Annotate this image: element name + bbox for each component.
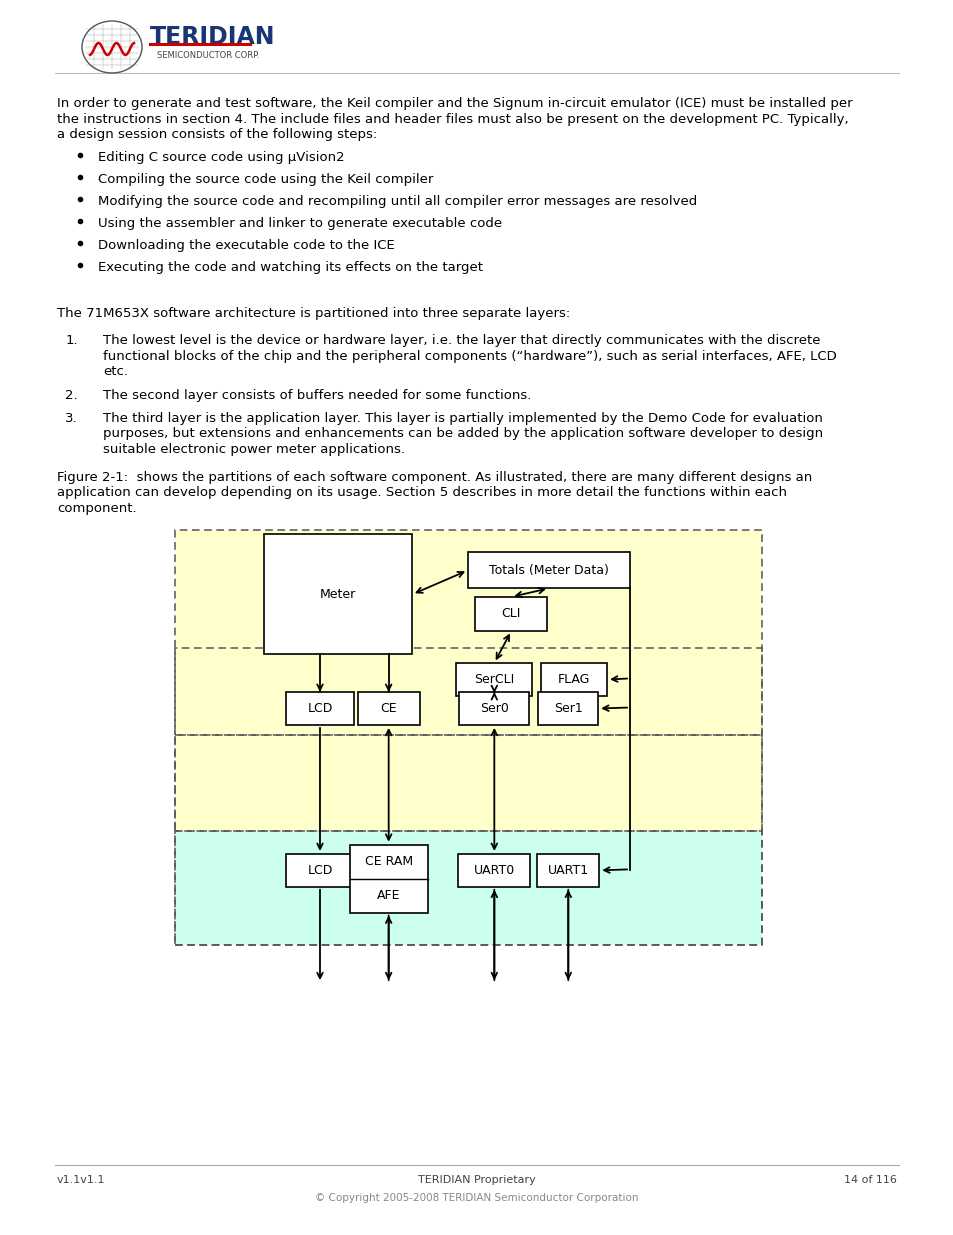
Text: CLI: CLI — [501, 608, 520, 620]
Text: LCD: LCD — [307, 701, 333, 715]
Text: 2.: 2. — [66, 389, 78, 401]
Bar — [174, 831, 761, 945]
Text: The lowest level is the device or hardware layer, i.e. the layer that directly c: The lowest level is the device or hardwa… — [103, 335, 820, 347]
Text: 3.: 3. — [66, 412, 78, 425]
Text: suitable electronic power meter applications.: suitable electronic power meter applicat… — [103, 443, 405, 456]
Text: Meter: Meter — [319, 588, 355, 601]
FancyBboxPatch shape — [286, 692, 354, 725]
Text: UART0: UART0 — [474, 863, 515, 877]
FancyBboxPatch shape — [467, 552, 629, 588]
Text: v1.1v1.1: v1.1v1.1 — [57, 1174, 106, 1186]
Text: 14 of 116: 14 of 116 — [843, 1174, 896, 1186]
Text: etc.: etc. — [103, 366, 128, 378]
Bar — [174, 530, 761, 945]
Text: Executing the code and watching its effects on the target: Executing the code and watching its effe… — [98, 262, 482, 274]
FancyBboxPatch shape — [537, 853, 598, 887]
FancyBboxPatch shape — [457, 853, 530, 887]
FancyBboxPatch shape — [537, 692, 598, 725]
Text: FLAG: FLAG — [558, 673, 590, 685]
Text: The third layer is the application layer. This layer is partially implemented by: The third layer is the application layer… — [103, 412, 822, 425]
Text: application can develop depending on its usage. Section 5 describes in more deta: application can develop depending on its… — [57, 487, 786, 499]
Text: Downloading the executable code to the ICE: Downloading the executable code to the I… — [98, 240, 395, 252]
FancyBboxPatch shape — [458, 692, 529, 725]
Text: 1.: 1. — [66, 335, 78, 347]
Text: CE RAM: CE RAM — [364, 855, 413, 868]
Text: functional blocks of the chip and the peripheral components (“hardware”), such a: functional blocks of the chip and the pe… — [103, 350, 836, 363]
Text: AFE: AFE — [376, 889, 400, 902]
FancyBboxPatch shape — [540, 663, 606, 697]
Text: SEMICONDUCTOR CORP.: SEMICONDUCTOR CORP. — [157, 52, 259, 61]
FancyBboxPatch shape — [350, 845, 427, 913]
Text: CE: CE — [380, 701, 396, 715]
Text: Editing C source code using μVision2: Editing C source code using μVision2 — [98, 151, 344, 164]
Text: component.: component. — [57, 501, 136, 515]
Text: © Copyright 2005-2008 TERIDIAN Semiconductor Corporation: © Copyright 2005-2008 TERIDIAN Semicondu… — [314, 1193, 639, 1203]
Text: UART1: UART1 — [547, 863, 588, 877]
Text: In order to generate and test software, the Keil compiler and the Signum in-circ: In order to generate and test software, … — [57, 98, 852, 110]
FancyBboxPatch shape — [475, 597, 547, 631]
Text: TERIDIAN Proprietary: TERIDIAN Proprietary — [417, 1174, 536, 1186]
Text: the instructions in section 4. The include files and header files must also be p: the instructions in section 4. The inclu… — [57, 112, 848, 126]
Text: Compiling the source code using the Keil compiler: Compiling the source code using the Keil… — [98, 173, 433, 186]
Text: LCD: LCD — [307, 863, 333, 877]
Text: SerCLI: SerCLI — [474, 673, 514, 685]
Text: Figure 2-1:  shows the partitions of each software component. As illustrated, th: Figure 2-1: shows the partitions of each… — [57, 471, 811, 484]
Text: a design session consists of the following steps:: a design session consists of the followi… — [57, 128, 376, 141]
Text: purposes, but extensions and enhancements can be added by the application softwa: purposes, but extensions and enhancement… — [103, 427, 822, 441]
Text: The second layer consists of buffers needed for some functions.: The second layer consists of buffers nee… — [103, 389, 531, 401]
FancyBboxPatch shape — [264, 535, 412, 655]
Text: Ser1: Ser1 — [554, 701, 582, 715]
Text: TERIDIAN: TERIDIAN — [150, 25, 275, 49]
Text: Totals (Meter Data): Totals (Meter Data) — [489, 564, 608, 577]
FancyBboxPatch shape — [357, 692, 419, 725]
FancyBboxPatch shape — [456, 663, 532, 697]
FancyBboxPatch shape — [286, 853, 354, 887]
Text: The 71M653X software architecture is partitioned into three separate layers:: The 71M653X software architecture is par… — [57, 306, 570, 320]
Text: Ser0: Ser0 — [479, 701, 508, 715]
Text: Using the assembler and linker to generate executable code: Using the assembler and linker to genera… — [98, 217, 501, 230]
Text: Modifying the source code and recompiling until all compiler error messages are : Modifying the source code and recompilin… — [98, 195, 697, 209]
